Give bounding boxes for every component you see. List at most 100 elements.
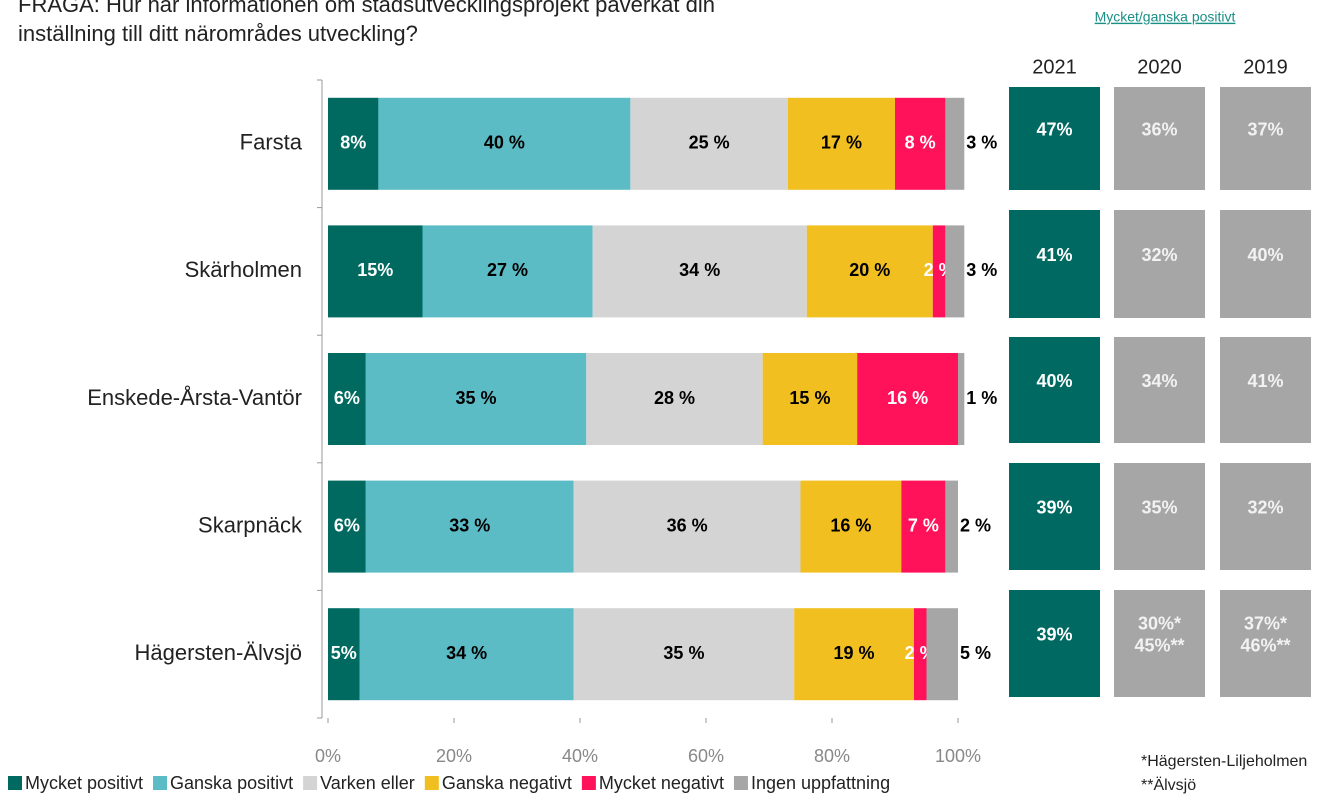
category-label: Farsta — [240, 130, 303, 155]
value-label: 20 % — [849, 260, 890, 280]
table-value: 39% — [1036, 624, 1072, 644]
bar-segment — [328, 225, 423, 318]
table-value: 36% — [1141, 119, 1177, 139]
value-label: 34 % — [446, 643, 487, 663]
table-value: 46%** — [1240, 635, 1290, 655]
table-value: 32% — [1141, 245, 1177, 265]
bar-segment — [573, 480, 801, 573]
table-cell — [1220, 337, 1311, 443]
bar-segment — [913, 608, 927, 701]
table-cell — [1114, 590, 1205, 697]
bar-segment — [926, 608, 958, 701]
table-value: 41% — [1247, 371, 1283, 391]
table-cell — [1114, 87, 1205, 190]
bar-segment — [573, 608, 795, 701]
bar-segment — [945, 480, 958, 573]
legend-swatch — [303, 776, 318, 790]
footnote: *Hägersten-Liljeholmen — [1141, 753, 1307, 770]
legend-label: Varken eller — [320, 773, 415, 793]
table-cell — [1009, 210, 1100, 318]
bar-segment — [787, 97, 895, 190]
value-label: 16 % — [887, 388, 928, 408]
value-label: 1 % — [966, 388, 997, 408]
legend-swatch — [8, 776, 22, 790]
x-tick-label: 0% — [315, 746, 341, 766]
value-label: 6% — [334, 388, 360, 408]
table-value: 35% — [1141, 497, 1177, 517]
x-tick-label: 80% — [814, 746, 850, 766]
table-cell — [1220, 87, 1311, 190]
category-label: Skärholmen — [185, 257, 302, 282]
value-label: 28 % — [654, 388, 695, 408]
value-label: 16 % — [830, 515, 871, 535]
value-label: 5% — [331, 643, 357, 663]
table-cell — [1114, 337, 1205, 443]
x-tick-label: 40% — [562, 746, 598, 766]
bar-segment — [895, 97, 946, 190]
table-value: 39% — [1036, 497, 1072, 517]
table-cell — [1009, 463, 1100, 570]
table-cell — [1009, 337, 1100, 443]
bar-segment — [794, 608, 914, 701]
value-label: 25 % — [689, 133, 730, 153]
legend-label: Ingen uppfattning — [751, 773, 890, 793]
value-label: 40 % — [484, 133, 525, 153]
bar-segment — [586, 353, 763, 445]
footnote: **Älvsjö — [1141, 776, 1196, 794]
table-cell — [1009, 590, 1100, 697]
x-tick-label: 100% — [935, 746, 981, 766]
table-cell — [1220, 463, 1311, 570]
value-label: 19 % — [834, 643, 875, 663]
table-value: 47% — [1036, 119, 1072, 139]
column-header: 2019 — [1243, 56, 1288, 78]
x-tick-label: 20% — [436, 746, 472, 766]
value-label: 7 % — [908, 515, 939, 535]
bar-segment — [901, 480, 946, 573]
value-label: 8 % — [905, 133, 936, 153]
value-label: 6% — [334, 515, 360, 535]
bar-segment — [365, 353, 587, 445]
legend-swatch — [581, 776, 596, 790]
table-value: 32% — [1247, 497, 1283, 517]
table-value: 37%* — [1244, 613, 1287, 633]
bar-segment — [328, 480, 366, 573]
legend-label: Ganska positivt — [170, 773, 293, 793]
table-cell — [1220, 590, 1311, 697]
category-label: Skarpnäck — [198, 512, 303, 537]
value-label: 36 % — [667, 515, 708, 535]
bar-segment — [592, 225, 807, 318]
value-label: 15 % — [789, 388, 830, 408]
bar-segment — [932, 225, 946, 318]
legend-label: Mycket positivt — [25, 773, 143, 793]
value-label: 17 % — [821, 133, 862, 153]
column-header: 2020 — [1137, 56, 1182, 78]
table-cell — [1114, 210, 1205, 318]
chart-title: inställning till ditt närområdes utveckl… — [18, 21, 418, 46]
bar-segment — [800, 480, 902, 573]
bar-segment — [328, 353, 366, 445]
legend-label: Mycket negativt — [599, 773, 724, 793]
value-label: 15% — [357, 260, 393, 280]
value-label: 8% — [340, 133, 366, 153]
bar-segment — [378, 97, 631, 190]
bar-segment — [958, 353, 965, 445]
category-label: Hägersten-Älvsjö — [134, 640, 302, 665]
table-value: 40% — [1036, 371, 1072, 391]
value-label: 35 % — [456, 388, 497, 408]
legend-swatch — [424, 776, 439, 790]
bar-segment — [945, 97, 965, 190]
table-value: 45%** — [1134, 635, 1184, 655]
value-label: 33 % — [449, 515, 490, 535]
table-cell — [1009, 87, 1100, 190]
bar-segment — [806, 225, 933, 318]
value-label: 2 % — [960, 515, 991, 535]
bar-segment — [328, 97, 379, 190]
value-label: 5 % — [960, 643, 991, 663]
table-cell — [1114, 463, 1205, 570]
table-value: 37% — [1247, 119, 1283, 139]
legend-swatch — [733, 776, 748, 790]
table-header: Mycket/ganska positivt — [1095, 9, 1236, 25]
table-value: 34% — [1141, 371, 1177, 391]
value-label: 34 % — [679, 260, 720, 280]
